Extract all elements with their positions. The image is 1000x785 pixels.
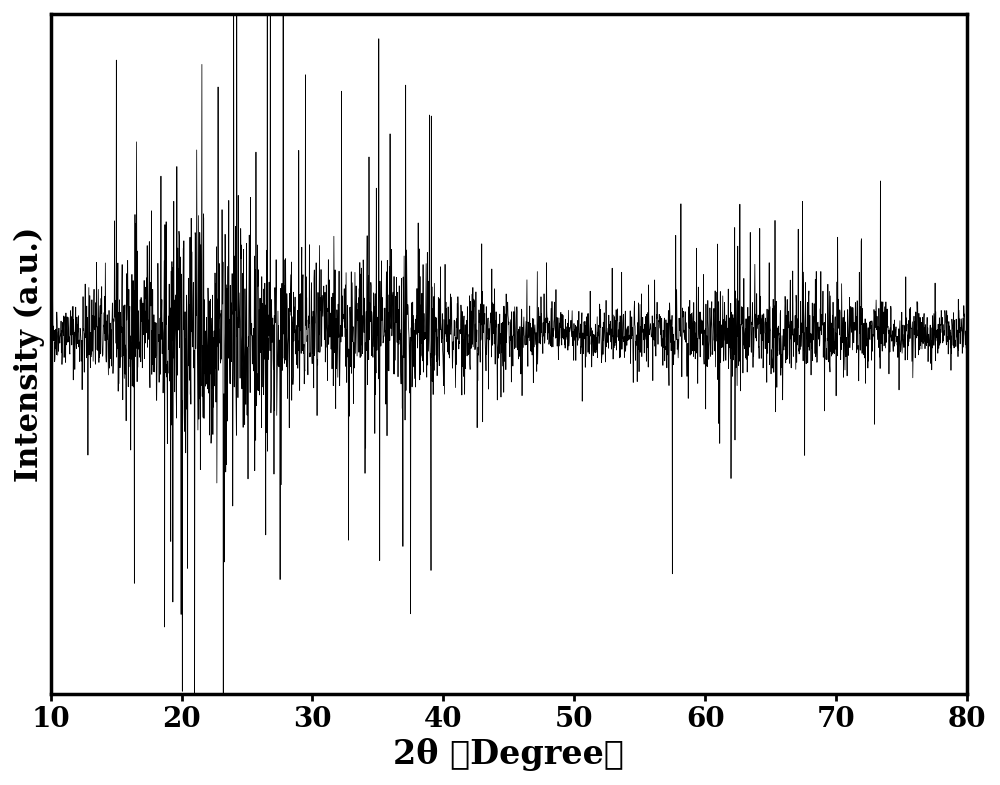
Y-axis label: Intensity (a.u.): Intensity (a.u.) <box>14 226 45 481</box>
X-axis label: 2θ （Degree）: 2θ （Degree） <box>393 738 624 771</box>
